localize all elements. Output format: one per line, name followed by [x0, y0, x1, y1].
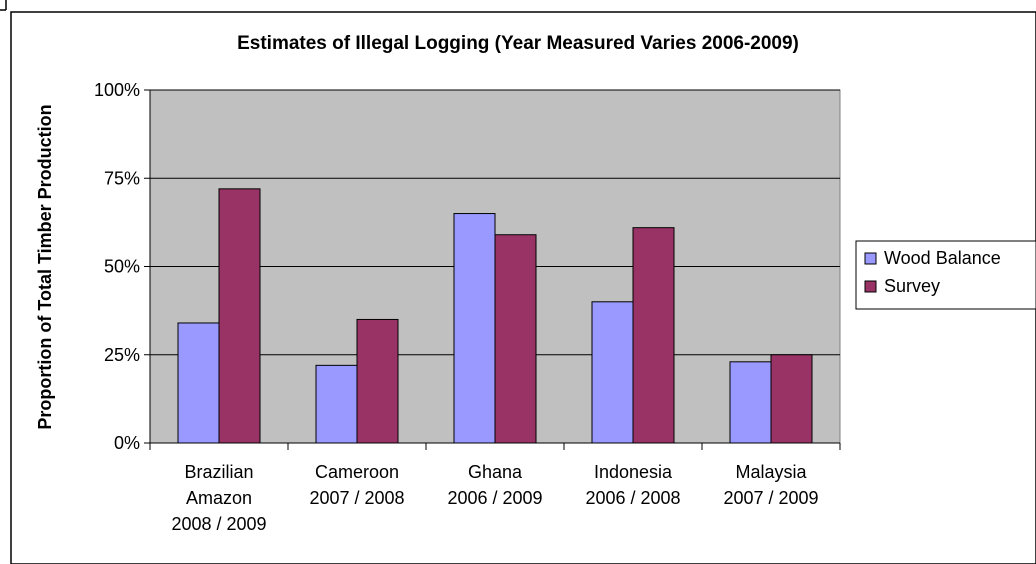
x-category-label: 2007 / 2009: [723, 488, 818, 508]
y-tick-label: 100%: [94, 80, 140, 100]
x-category-label: Ghana: [468, 462, 523, 482]
x-category-label: Cameroon: [315, 462, 399, 482]
x-category-label: Indonesia: [594, 462, 673, 482]
y-tick-label: 75%: [104, 168, 140, 188]
bar-wood-balance: [591, 301, 634, 444]
bar-survey: [494, 234, 537, 444]
y-tick-label: 25%: [104, 345, 140, 365]
plot-area: 0% 25% 50% 75% 100% Brazilian Amazon 2008 / 200…: [94, 80, 841, 534]
y-tick-label: 0%: [114, 433, 140, 453]
bar-wood-balance: [177, 322, 220, 444]
x-category-label: Amazon: [186, 488, 252, 508]
legend-box: [855, 240, 1036, 310]
bar-survey: [356, 318, 399, 444]
x-category-label: 2008 / 2009: [171, 514, 266, 534]
legend-label-survey: Survey: [884, 276, 940, 296]
bar-wood-balance: [315, 364, 358, 444]
y-tick-label: 50%: [104, 257, 140, 277]
x-category-label: Malaysia: [735, 462, 807, 482]
bar-survey: [632, 227, 675, 444]
legend-swatch-wood-balance: [864, 252, 877, 265]
bar-survey: [770, 354, 813, 444]
legend-label-wood-balance: Wood Balance: [884, 248, 1001, 268]
x-category-label: 2006 / 2008: [585, 488, 680, 508]
legend-swatch-survey: [864, 280, 877, 293]
x-category-label: 2006 / 2009: [447, 488, 542, 508]
x-category-label: Brazilian: [184, 462, 253, 482]
bar-wood-balance: [729, 361, 772, 444]
legend: Wood Balance Survey: [855, 240, 1036, 310]
bar-survey: [218, 188, 261, 444]
bar-wood-balance: [453, 213, 496, 444]
chart-title: Estimates of Illegal Logging (Year Measu…: [237, 33, 799, 54]
y-axis-label: Proportion of Total Timber Production: [35, 104, 55, 429]
x-category-label: 2007 / 2008: [309, 488, 404, 508]
